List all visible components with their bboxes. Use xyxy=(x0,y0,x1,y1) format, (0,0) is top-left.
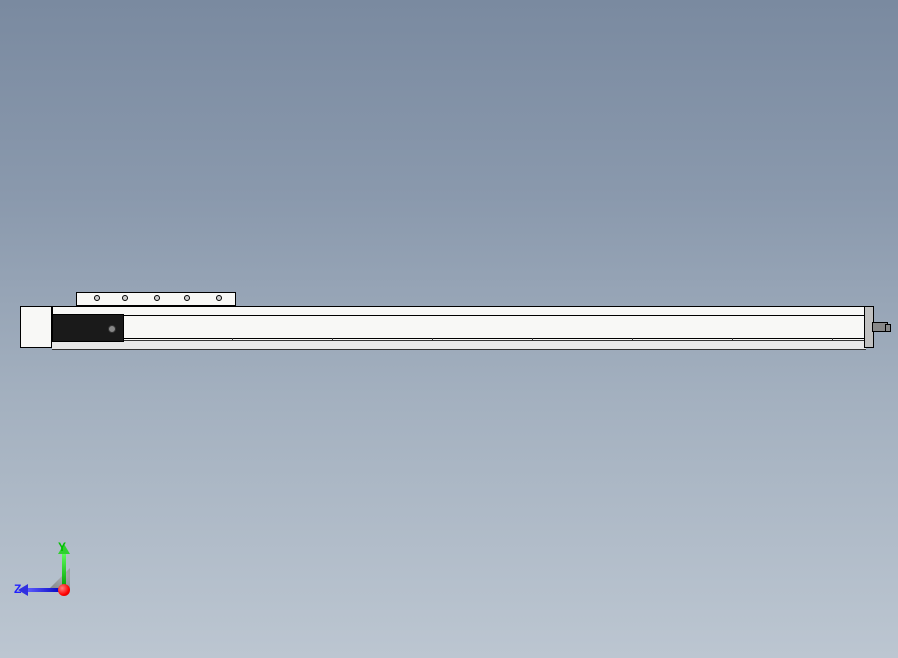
rail-notch xyxy=(832,338,833,341)
rail-notch xyxy=(332,338,333,341)
axis-y-label: Y xyxy=(58,540,66,554)
rail-slot-channel xyxy=(52,340,866,350)
end-block-left xyxy=(20,306,52,348)
rail-seam-top xyxy=(52,315,866,316)
axis-z-label: Z xyxy=(14,582,21,596)
carriage-mounting-holes xyxy=(76,292,236,306)
mounting-hole xyxy=(122,295,128,301)
rail-notch xyxy=(732,338,733,341)
mounting-hole xyxy=(94,295,100,301)
drive-shaft-right xyxy=(872,322,888,332)
mounting-hole xyxy=(216,295,222,301)
motor-block xyxy=(52,314,124,342)
rail-notch xyxy=(532,338,533,341)
axis-z-arrow xyxy=(26,588,62,592)
axis-x-origin-dot xyxy=(58,584,70,596)
rail-notch xyxy=(632,338,633,341)
orientation-triad[interactable]: Y Z xyxy=(18,542,78,602)
rail-notch xyxy=(232,338,233,341)
mounting-hole xyxy=(184,295,190,301)
linear-actuator-model[interactable] xyxy=(20,296,888,356)
axis-y-arrow xyxy=(62,552,66,588)
rail-seam-mid xyxy=(52,338,866,339)
mounting-hole xyxy=(154,295,160,301)
rail-notch xyxy=(432,338,433,341)
cad-viewport[interactable]: Y Z xyxy=(0,0,898,658)
